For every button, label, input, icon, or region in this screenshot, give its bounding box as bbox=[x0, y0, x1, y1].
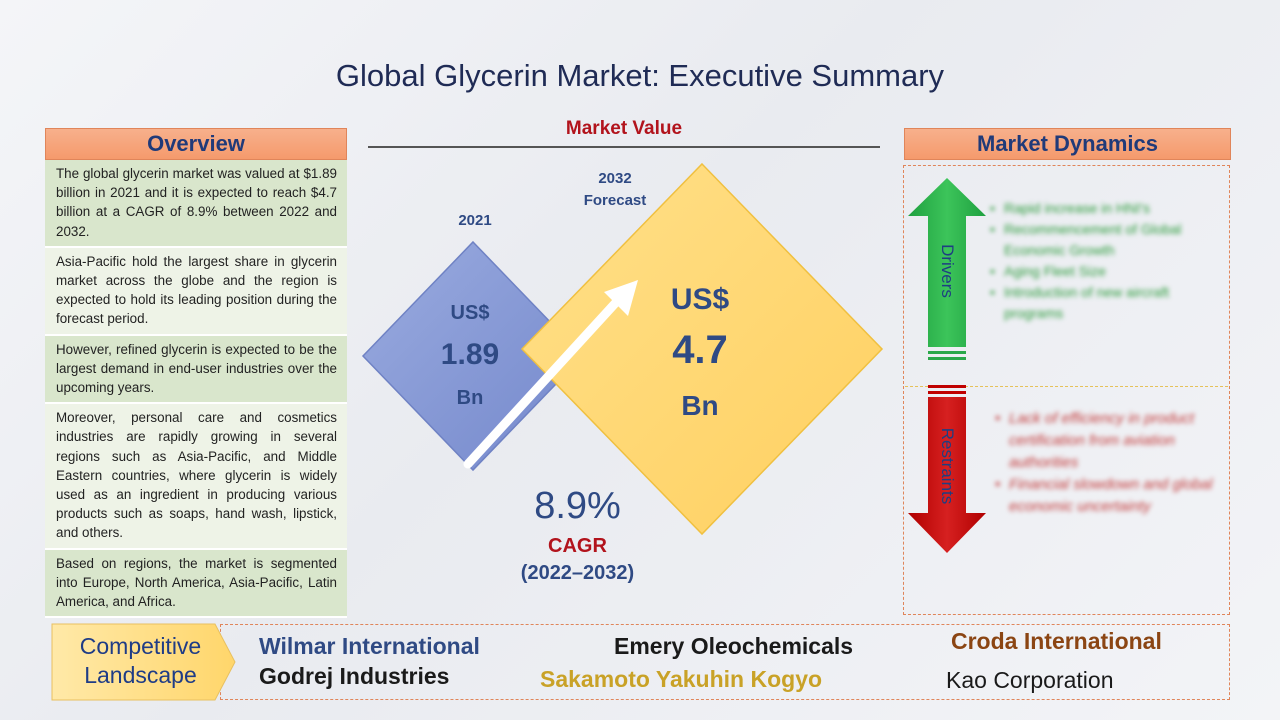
value-2021-number: 1.89 bbox=[440, 338, 500, 371]
page-title: Global Glycerin Market: Executive Summar… bbox=[335, 58, 945, 93]
restraints-list: Lack of efficiency in product certificat… bbox=[995, 408, 1220, 518]
year-2032-label: 2032 Forecast bbox=[560, 168, 670, 212]
company-name: Wilmar International bbox=[259, 633, 480, 659]
market-value-title: Market Value bbox=[565, 118, 683, 139]
driver-item: Recommencement of Global Economic Growth bbox=[990, 219, 1220, 261]
cagr-years: (2022–2032) bbox=[520, 562, 635, 584]
company-name: Croda International bbox=[951, 628, 1162, 654]
value-2032-number: 4.7 bbox=[672, 328, 728, 372]
competitive-landscape-label: Competitive Landscape bbox=[58, 632, 223, 690]
drivers-list: Rapid increase in HNI's Recommencement o… bbox=[990, 198, 1220, 324]
driver-item: Aging Fleet Size bbox=[990, 261, 1220, 282]
market-dynamics-divider bbox=[905, 386, 1228, 387]
growth-arrow-head bbox=[604, 280, 638, 316]
value-2032-unit: Bn bbox=[681, 390, 719, 421]
value-2021-currency: US$ bbox=[450, 302, 490, 324]
year-2021-label: 2021 bbox=[458, 212, 492, 229]
value-2021-unit: Bn bbox=[456, 387, 484, 409]
drivers-up-arrow-icon bbox=[908, 178, 986, 347]
driver-item: Rapid increase in HNI's bbox=[990, 198, 1220, 219]
overview-item: The global glycerin market was valued at… bbox=[45, 160, 347, 248]
market-dynamics-header: Market Dynamics bbox=[904, 128, 1231, 160]
cl-label-line2: Landscape bbox=[84, 662, 197, 688]
overview-item: Based on regions, the market is segmente… bbox=[45, 549, 347, 619]
dynamics-arrows bbox=[908, 178, 986, 553]
restraint-item: Lack of efficiency in product certificat… bbox=[995, 408, 1220, 474]
year-2032-forecast: Forecast bbox=[583, 192, 647, 209]
cagr-value: 8.9% bbox=[534, 485, 621, 527]
restraints-down-arrow-icon bbox=[908, 397, 986, 553]
restraints-label: Restraints bbox=[938, 427, 957, 505]
cagr-label: CAGR bbox=[548, 535, 607, 557]
diamond-2032 bbox=[520, 162, 884, 536]
overview-item: However, refined glycerin is expected to… bbox=[45, 335, 347, 405]
market-value-diamonds bbox=[361, 162, 884, 536]
competitive-landscape-tag bbox=[51, 623, 236, 701]
growth-arrow-shaft bbox=[463, 293, 625, 469]
year-2032-year: 2032 bbox=[598, 170, 632, 187]
driver-item: Introduction of new aircraft programs bbox=[990, 282, 1220, 324]
company-name: Godrej Industries bbox=[259, 663, 450, 689]
market-value-divider bbox=[368, 146, 880, 148]
diamond-2021 bbox=[361, 240, 585, 472]
company-name: Sakamoto Yakuhin Kogyo bbox=[540, 666, 823, 692]
overview-list: The global glycerin market was valued at… bbox=[45, 160, 347, 619]
company-name: Emery Oleochemicals bbox=[614, 633, 854, 659]
overview-header: Overview bbox=[45, 128, 347, 160]
market-dynamics-box bbox=[903, 165, 1230, 615]
cl-label-line1: Competitive bbox=[79, 633, 202, 659]
overview-item: Moreover, personal care and cosmetics in… bbox=[45, 404, 347, 550]
drivers-label: Drivers bbox=[938, 244, 957, 298]
company-name: Kao Corporation bbox=[946, 667, 1114, 693]
overview-item: Asia-Pacific hold the largest share in g… bbox=[45, 247, 347, 336]
value-2032-currency: US$ bbox=[670, 283, 730, 316]
restraint-item: Financial slowdown and global economic u… bbox=[995, 474, 1220, 518]
